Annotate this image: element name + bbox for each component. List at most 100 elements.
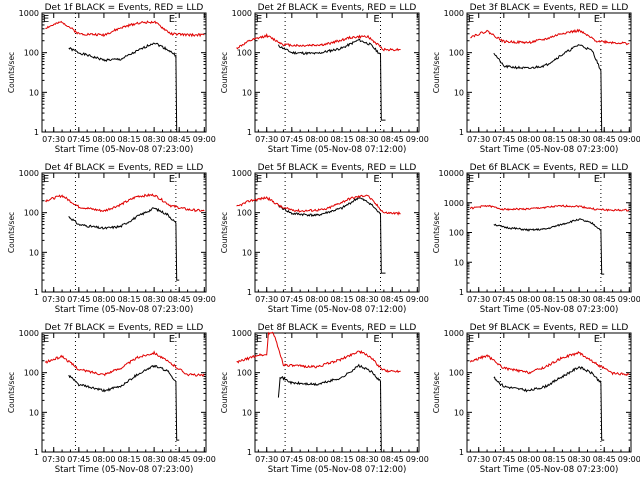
flag-label: E bbox=[256, 334, 262, 345]
x-tick-label: 07:30 bbox=[255, 455, 278, 464]
x-tick-label: 08:00 bbox=[305, 455, 328, 464]
x-tick-label: 07:45 bbox=[67, 295, 90, 304]
y-tick-label: 100 bbox=[449, 49, 464, 58]
y-axis-label: Counts/sec bbox=[432, 52, 441, 93]
y-tick-label: 10 bbox=[29, 88, 39, 97]
y-axis-label: Counts/sec bbox=[7, 372, 16, 413]
plot-frame bbox=[254, 332, 420, 453]
panel-title: Det 1f BLACK = Events, RED = LLD bbox=[45, 3, 204, 13]
y-tick-label: 1 bbox=[247, 128, 252, 137]
x-tick-label: 08:45 bbox=[381, 455, 404, 464]
events-series-line bbox=[277, 38, 386, 121]
x-tick-label: 08:30 bbox=[143, 135, 166, 144]
events-series-line bbox=[68, 364, 180, 441]
flag-label: E bbox=[169, 334, 175, 345]
plot-frame bbox=[466, 12, 632, 133]
x-tick-label: 07:30 bbox=[255, 135, 278, 144]
lld-series-line bbox=[469, 350, 630, 377]
y-tick-label: 1 bbox=[459, 288, 464, 297]
x-tick-label: 08:45 bbox=[381, 135, 404, 144]
flag-label: E bbox=[468, 14, 474, 25]
x-tick-label: 07:45 bbox=[280, 295, 303, 304]
panel-det-2: Det 2f BLACK = Events, RED = LLD 1 10 100 10… bbox=[220, 3, 429, 155]
events-series-line bbox=[493, 365, 605, 441]
lld-series-line bbox=[470, 28, 630, 46]
x-tick-label: 08:45 bbox=[593, 135, 616, 144]
x-tick-label: 09:00 bbox=[193, 455, 216, 464]
x-tick-label: 08:30 bbox=[568, 135, 591, 144]
events-series-line bbox=[68, 42, 180, 133]
y-axis-label: Counts/sec bbox=[220, 372, 229, 413]
y-axis-label: Counts/sec bbox=[7, 52, 16, 93]
flag-label: E bbox=[594, 174, 600, 185]
x-tick-label: 08:15 bbox=[330, 455, 353, 464]
x-tick-label: 07:30 bbox=[467, 135, 490, 144]
y-axis-label: Counts/sec bbox=[220, 52, 229, 93]
panel-det-7: Det 7f BLACK = Events, RED = LLD 1 10 100 10… bbox=[7, 323, 216, 475]
x-tick-label: 09:00 bbox=[618, 135, 640, 144]
x-tick-label: 08:15 bbox=[117, 295, 140, 304]
flag-label: E bbox=[594, 14, 600, 25]
x-tick-label: 07:45 bbox=[492, 135, 515, 144]
y-tick-label: 1000 bbox=[232, 169, 252, 178]
flag-label: E bbox=[468, 174, 474, 185]
y-tick-label: 10 bbox=[454, 88, 464, 97]
plot-frame bbox=[41, 12, 207, 133]
x-tick-label: 08:45 bbox=[168, 295, 191, 304]
lld-series-line bbox=[236, 331, 401, 374]
x-axis-label: Start Time (05-Nov-08 07:23:00) bbox=[480, 305, 619, 315]
x-tick-label: 07:45 bbox=[492, 455, 515, 464]
flag-label: E bbox=[373, 14, 379, 25]
y-tick-label: 10 bbox=[242, 408, 252, 417]
x-tick-label: 08:00 bbox=[92, 295, 115, 304]
x-axis-label: Start Time (05-Nov-08 07:23:00) bbox=[55, 465, 194, 475]
panel-det-5: Det 5f BLACK = Events, RED = LLD 1 10 100 10… bbox=[220, 163, 429, 315]
y-tick-label: 10 bbox=[454, 258, 464, 267]
y-axis-label: Counts/sec bbox=[220, 212, 229, 253]
lld-series-line bbox=[236, 32, 401, 52]
x-tick-label: 08:30 bbox=[356, 455, 379, 464]
x-tick-label: 08:15 bbox=[117, 455, 140, 464]
panel-title: Det 2f BLACK = Events, RED = LLD bbox=[258, 3, 417, 13]
panel-det-1: Det 1f BLACK = Events, RED = LLD 1 10 100 10… bbox=[7, 3, 216, 155]
x-tick-label: 07:45 bbox=[280, 135, 303, 144]
x-tick-label: 07:45 bbox=[67, 135, 90, 144]
x-tick-label: 08:00 bbox=[517, 455, 540, 464]
events-series-line bbox=[277, 197, 386, 274]
x-tick-label: 08:00 bbox=[305, 295, 328, 304]
y-tick-label: 10 bbox=[29, 248, 39, 257]
y-tick-label: 1000 bbox=[232, 329, 252, 338]
y-tick-label: 100 bbox=[449, 369, 464, 378]
events-series-line bbox=[277, 363, 386, 453]
plot-frame bbox=[466, 172, 632, 293]
y-tick-label: 1000 bbox=[19, 169, 39, 178]
y-axis-label: Counts/sec bbox=[7, 212, 16, 253]
flag-label: E bbox=[594, 334, 600, 345]
y-tick-label: 1000 bbox=[19, 9, 39, 18]
x-tick-label: 08:30 bbox=[356, 135, 379, 144]
x-tick-label: 08:45 bbox=[593, 455, 616, 464]
y-tick-label: 10 bbox=[29, 408, 39, 417]
x-tick-label: 08:15 bbox=[542, 135, 565, 144]
x-tick-label: 08:15 bbox=[330, 135, 353, 144]
y-tick-label: 1 bbox=[247, 448, 252, 457]
y-tick-label: 1000 bbox=[444, 9, 464, 18]
panel-title: Det 9f BLACK = Events, RED = LLD bbox=[470, 323, 629, 333]
panel-title: Det 3f BLACK = Events, RED = LLD bbox=[470, 3, 629, 13]
plot-frame bbox=[41, 172, 207, 293]
x-tick-label: 07:30 bbox=[42, 135, 65, 144]
y-tick-label: 1000 bbox=[444, 199, 464, 208]
lld-series-line bbox=[236, 194, 401, 216]
x-tick-label: 07:30 bbox=[467, 455, 490, 464]
x-tick-label: 08:45 bbox=[593, 295, 616, 304]
x-tick-label: 08:45 bbox=[168, 455, 191, 464]
x-tick-label: 08:30 bbox=[356, 295, 379, 304]
x-tick-label: 09:00 bbox=[406, 455, 429, 464]
lld-series-line bbox=[469, 204, 630, 212]
x-tick-label: 09:00 bbox=[406, 295, 429, 304]
x-tick-label: 09:00 bbox=[406, 135, 429, 144]
x-axis-label: Start Time (05-Nov-08 07:23:00) bbox=[55, 145, 194, 155]
x-tick-label: 09:00 bbox=[193, 135, 216, 144]
x-tick-label: 07:45 bbox=[280, 455, 303, 464]
